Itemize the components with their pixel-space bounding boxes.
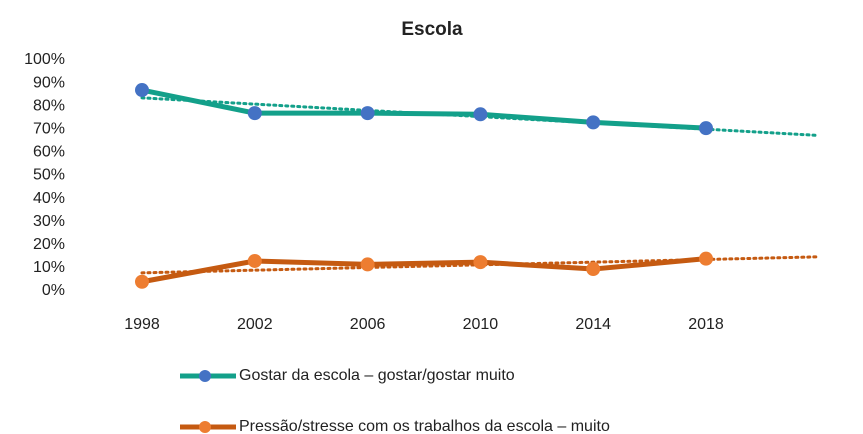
x-tick-label: 2006 — [350, 316, 386, 333]
x-tick-label: 1998 — [124, 316, 160, 333]
data-point — [135, 274, 149, 289]
x-tick-label: 2014 — [575, 316, 611, 333]
legend-label: Pressão/stresse com os trabalhos da esco… — [239, 418, 610, 434]
data-point — [360, 257, 375, 272]
y-tick-label: 50% — [33, 167, 65, 184]
y-tick-label: 70% — [33, 121, 65, 138]
data-point — [699, 251, 713, 266]
series-line — [141, 256, 707, 285]
data-point — [586, 115, 601, 130]
x-tick-label: 2002 — [237, 316, 273, 333]
data-point — [135, 83, 149, 98]
series-line — [141, 87, 707, 131]
y-tick-label: 90% — [33, 74, 65, 91]
y-tick-label: 100% — [24, 51, 65, 68]
legend-marker — [199, 370, 211, 382]
y-tick-label: 60% — [33, 144, 65, 161]
data-point — [586, 262, 601, 277]
data-point — [360, 106, 375, 121]
data-point — [473, 107, 488, 122]
y-tick-label: 30% — [33, 213, 65, 230]
x-tick-label: 2018 — [688, 316, 724, 333]
y-tick-label: 20% — [33, 236, 65, 253]
y-tick-label: 10% — [33, 259, 65, 276]
legend-marker — [199, 421, 211, 433]
data-point — [473, 255, 488, 270]
chart-title: Escola — [401, 19, 463, 40]
y-tick-label: 0% — [42, 282, 65, 299]
x-tick-label: 2010 — [463, 316, 499, 333]
y-tick-label: 40% — [33, 190, 65, 207]
data-point — [247, 253, 262, 268]
legend-label: Gostar da escola – gostar/gostar muito — [239, 367, 515, 384]
y-tick-label: 80% — [33, 97, 65, 114]
data-point — [699, 121, 713, 136]
data-point — [247, 106, 262, 121]
